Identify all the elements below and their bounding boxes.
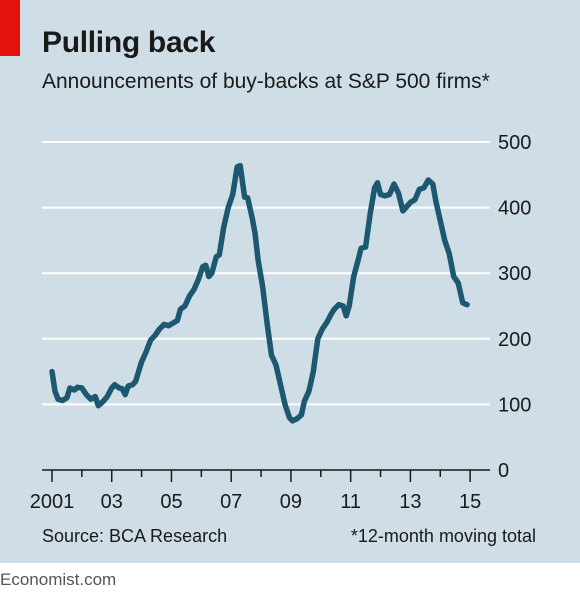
source-note: Source: BCA Research <box>42 526 228 546</box>
y-tick-label: 0 <box>498 460 509 482</box>
chart-panel <box>0 0 580 563</box>
x-tick-label: 15 <box>459 491 481 513</box>
y-tick-label: 200 <box>498 329 531 351</box>
y-tick-label: 500 <box>498 132 531 154</box>
chart-title: Pulling back <box>42 26 216 59</box>
y-tick-label: 100 <box>498 394 531 416</box>
x-tick-label: 13 <box>399 491 421 513</box>
x-tick-label: 2001 <box>30 491 75 513</box>
x-tick-label: 09 <box>280 491 302 513</box>
x-tick-label: 03 <box>101 491 123 513</box>
x-tick-label: 07 <box>220 491 242 513</box>
series-line <box>49 162 470 424</box>
economist-red-tag <box>0 0 20 56</box>
line-chart: 0 100 200 300 400 500 2001 03 05 07 09 11 13 15 <box>30 132 532 513</box>
y-tick-label: 300 <box>498 263 531 285</box>
footnote: *12-month moving total <box>350 526 536 546</box>
brand-watermark: Economist.com <box>0 570 117 589</box>
x-tick-label: 11 <box>340 491 361 513</box>
x-tick-label: 05 <box>160 491 182 513</box>
chart-subtitle: Announcements of buy-backs at S&P 500 fi… <box>42 70 490 93</box>
y-tick-label: 400 <box>498 198 531 220</box>
